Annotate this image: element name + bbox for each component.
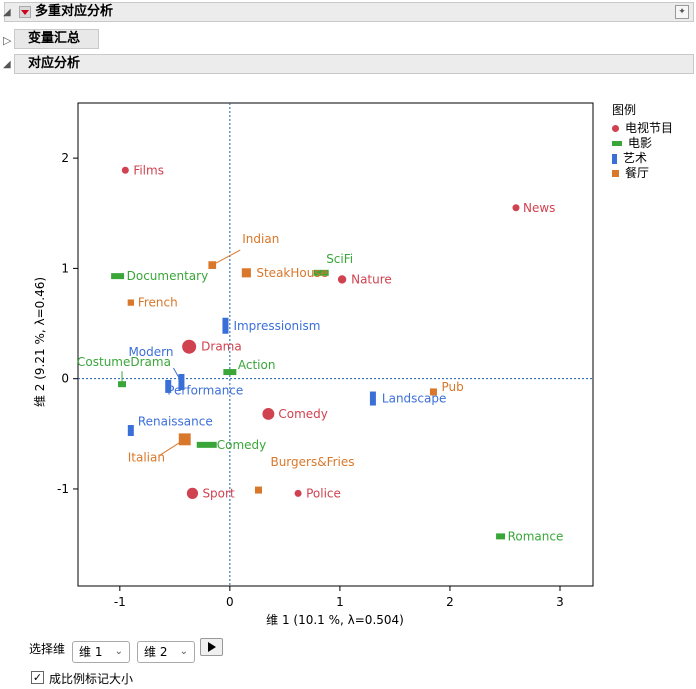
point-label: Police xyxy=(306,486,341,500)
point-label: SteakHouse xyxy=(256,266,328,280)
point-label: Modern xyxy=(128,345,173,359)
x-tick-label: 3 xyxy=(556,595,564,609)
collapse-triangle-icon[interactable]: ◢ xyxy=(3,7,11,18)
point-label: Performance xyxy=(167,383,243,397)
tv-point-marker xyxy=(186,487,199,499)
restaurant-point-marker xyxy=(208,261,217,269)
y-tick-label: 0 xyxy=(61,372,69,386)
y-axis-label: 维 2 (9.21 %, λ=0.46) xyxy=(33,277,47,407)
movie-point-marker xyxy=(118,381,127,388)
movie-point-marker xyxy=(196,441,217,448)
legend-label: 电视节目 xyxy=(625,121,674,135)
select-dim-label: 选择维 xyxy=(29,642,66,656)
x-tick-label: 1 xyxy=(336,595,344,609)
leader-line xyxy=(212,249,241,266)
legend-label: 电影 xyxy=(628,136,653,150)
square-swatch-icon xyxy=(612,170,619,177)
tv-point-marker xyxy=(294,489,302,497)
tv-point-marker xyxy=(262,408,275,420)
point-label: French xyxy=(138,296,178,310)
tv-point-marker xyxy=(337,275,347,284)
point-label: Indian xyxy=(242,232,279,246)
scale-marker-label: 成比例标记大小 xyxy=(49,672,134,686)
movie-point-marker xyxy=(313,269,329,276)
circle-swatch-icon xyxy=(612,125,619,132)
movie-point-marker xyxy=(111,273,125,280)
x-tick-label: 0 xyxy=(226,595,234,609)
point-label: SciFi xyxy=(326,252,353,266)
legend-title: 图例 xyxy=(612,103,637,117)
plot-frame xyxy=(77,102,594,587)
vbar-swatch-icon xyxy=(612,153,617,164)
point-label: Comedy xyxy=(278,407,328,421)
x-tick-label: 2 xyxy=(446,595,454,609)
movie-point-marker xyxy=(496,533,506,540)
restaurant-point-marker xyxy=(254,486,262,494)
point-label: CostumeDrama xyxy=(77,355,171,369)
x-tick-label: -1 xyxy=(114,595,126,609)
expand-triangle-icon[interactable]: ▷ xyxy=(3,34,12,47)
point-label: Impressionism xyxy=(233,319,320,333)
point-label: Nature xyxy=(351,272,392,286)
x-axis-label: 维 1 (10.1 %, λ=0.504) xyxy=(266,613,404,627)
point-label: Films xyxy=(133,163,164,177)
collapse-triangle-icon[interactable]: ◢ xyxy=(3,59,11,70)
tv-point-marker xyxy=(182,339,197,354)
section-ca-header[interactable]: ◢ 对应分析 xyxy=(3,54,694,74)
point-label: Sport xyxy=(202,486,235,500)
point-label: Drama xyxy=(201,340,242,354)
scale-marker-checkbox[interactable]: ✓ xyxy=(31,671,44,684)
point-label: Pub xyxy=(441,380,463,394)
restaurant-point-marker xyxy=(241,268,251,278)
bar-swatch-icon xyxy=(612,141,622,146)
point-label: Documentary xyxy=(127,269,209,283)
y-tick-label: 1 xyxy=(61,261,69,275)
art-point-marker xyxy=(165,379,172,393)
y-tick-label: 2 xyxy=(61,151,69,165)
restaurant-point-marker xyxy=(178,433,191,446)
tv-point-marker xyxy=(512,204,520,212)
legend-item: 电视节目 xyxy=(612,121,673,136)
legend-label: 艺术 xyxy=(623,151,648,165)
y-tick-label: -1 xyxy=(57,482,69,496)
panel-header[interactable]: ◢ 多重对应分析 ✦ xyxy=(3,2,694,22)
restaurant-point-marker xyxy=(429,388,437,396)
art-point-marker xyxy=(369,391,376,406)
point-label: Burgers&Fries xyxy=(270,455,354,469)
legend-item: 餐厅 xyxy=(612,166,649,181)
legend-label: 餐厅 xyxy=(625,166,650,180)
movie-point-marker xyxy=(223,369,237,376)
red-triangle-menu-icon[interactable] xyxy=(19,6,31,18)
legend-item: 艺术 xyxy=(612,151,647,166)
section-summary-header[interactable]: ▷ 变量汇总 xyxy=(3,29,99,49)
point-label: Romance xyxy=(508,529,564,543)
point-label: News xyxy=(523,201,555,215)
art-point-marker xyxy=(127,425,134,437)
apply-dims-button[interactable] xyxy=(200,638,223,656)
chevron-down-icon: ⌄ xyxy=(179,646,188,657)
point-label: Renaissance xyxy=(138,415,213,429)
restaurant-point-marker xyxy=(127,299,134,306)
dim-x-value: 维 1 xyxy=(79,645,103,659)
panel-title: 多重对应分析 xyxy=(35,4,114,19)
point-label: Italian xyxy=(128,450,165,464)
legend-item: 电影 xyxy=(612,136,652,151)
section-ca-title: 对应分析 xyxy=(28,56,81,71)
dim-y-value: 维 2 xyxy=(144,645,168,659)
section-summary-title: 变量汇总 xyxy=(28,31,81,46)
window-options-icon[interactable]: ✦ xyxy=(675,5,689,19)
art-point-marker xyxy=(178,373,185,390)
point-label: Action xyxy=(238,358,276,372)
dim-x-select[interactable]: 维 1 ⌄ xyxy=(72,641,130,663)
point-label: Comedy xyxy=(217,438,267,452)
chevron-down-icon: ⌄ xyxy=(114,646,123,657)
tv-point-marker xyxy=(121,166,129,174)
dim-y-select[interactable]: 维 2 ⌄ xyxy=(137,641,195,663)
art-point-marker xyxy=(222,317,229,334)
